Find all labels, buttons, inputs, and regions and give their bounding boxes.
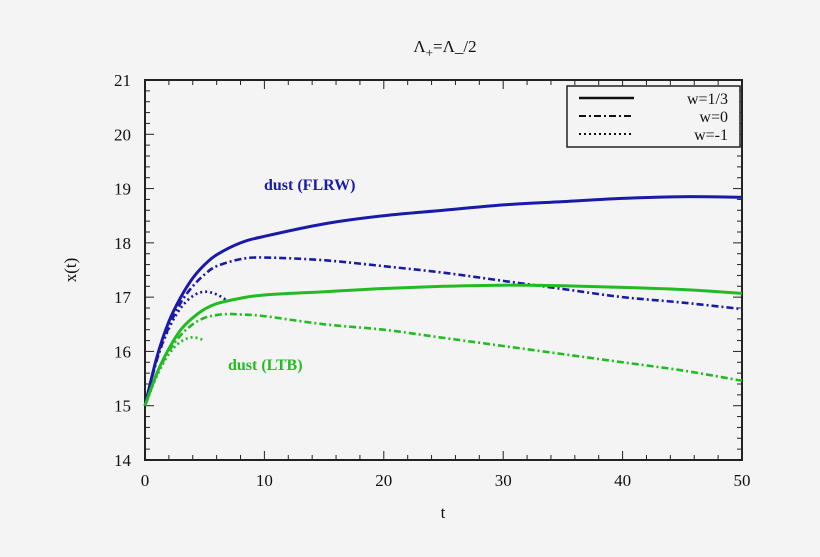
x-tick-label: 10 [256, 471, 273, 490]
x-tick-label: 40 [614, 471, 631, 490]
y-tick-label: 19 [114, 180, 131, 199]
x-tick-label: 30 [495, 471, 512, 490]
legend: w=1/3w=0w=-1 [566, 85, 741, 148]
x-axis-label: t [441, 503, 446, 522]
axis-ticks: 0 10 20 30 40 50 14 15 16 17 18 19 20 21 [114, 71, 751, 490]
x-tick-label: 50 [734, 471, 751, 490]
legend-label: w=-1 [694, 127, 728, 144]
series-ltb-w-1-3 [143, 283, 743, 407]
y-axis-label: x(t) [61, 258, 80, 283]
x-tick-label: 0 [141, 471, 150, 490]
y-tick-label: 21 [114, 71, 131, 90]
series-flrw-w-0 [143, 256, 743, 407]
y-tick-label: 20 [114, 125, 131, 144]
x-tick-label: 20 [375, 471, 392, 490]
y-tick-label: 14 [114, 451, 132, 470]
y-tick-label: 18 [114, 234, 131, 253]
legend-label: w=0 [699, 109, 728, 126]
annotation-flrw: dust (FLRW) [264, 177, 355, 194]
chart-title: Λ+=Λ_/2 [413, 37, 476, 60]
series-ltb-w-1 [143, 336, 206, 407]
y-tick-label: 17 [114, 288, 132, 307]
series-lines [143, 195, 743, 407]
series-flrw-w-1 [143, 290, 230, 407]
y-tick-label: 15 [114, 397, 131, 416]
annotations: dust (FLRW) dust (LTB) [228, 177, 355, 374]
legend-label: w=1/3 [687, 91, 728, 108]
annotation-ltb: dust (LTB) [228, 357, 303, 374]
y-tick-label: 16 [114, 342, 131, 361]
series-flrw-w-1-3 [143, 195, 743, 407]
series-ltb-w-0 [143, 312, 743, 407]
